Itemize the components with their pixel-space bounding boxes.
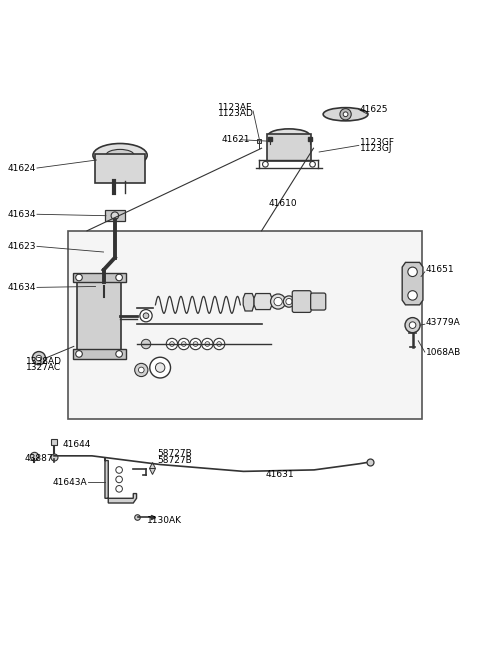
Ellipse shape bbox=[93, 143, 147, 167]
Circle shape bbox=[116, 466, 122, 474]
FancyBboxPatch shape bbox=[292, 291, 311, 312]
FancyBboxPatch shape bbox=[267, 134, 311, 161]
Circle shape bbox=[217, 342, 221, 346]
Circle shape bbox=[205, 342, 210, 346]
FancyBboxPatch shape bbox=[95, 281, 114, 291]
FancyBboxPatch shape bbox=[73, 272, 126, 282]
Circle shape bbox=[190, 339, 201, 350]
Circle shape bbox=[310, 161, 315, 167]
Circle shape bbox=[408, 291, 417, 300]
Circle shape bbox=[116, 350, 122, 357]
Text: 41651: 41651 bbox=[426, 265, 455, 274]
FancyBboxPatch shape bbox=[105, 210, 125, 221]
Text: 41644: 41644 bbox=[62, 440, 91, 449]
FancyBboxPatch shape bbox=[311, 293, 326, 310]
Circle shape bbox=[169, 342, 174, 346]
Text: 43779A: 43779A bbox=[426, 318, 460, 328]
Ellipse shape bbox=[323, 107, 368, 121]
Circle shape bbox=[111, 212, 119, 219]
Circle shape bbox=[76, 350, 82, 357]
Text: 41610: 41610 bbox=[269, 199, 297, 208]
Circle shape bbox=[409, 322, 416, 328]
Circle shape bbox=[116, 485, 122, 492]
Circle shape bbox=[405, 318, 420, 333]
Circle shape bbox=[178, 339, 190, 350]
FancyBboxPatch shape bbox=[95, 154, 145, 183]
Circle shape bbox=[340, 109, 351, 120]
Circle shape bbox=[140, 310, 152, 322]
Text: 1123GJ: 1123GJ bbox=[360, 143, 392, 153]
Text: 43887: 43887 bbox=[25, 454, 53, 463]
Circle shape bbox=[193, 342, 198, 346]
Ellipse shape bbox=[268, 129, 310, 142]
Circle shape bbox=[181, 342, 186, 346]
Circle shape bbox=[135, 364, 148, 377]
Circle shape bbox=[141, 339, 151, 348]
Polygon shape bbox=[243, 293, 254, 311]
Circle shape bbox=[101, 283, 108, 290]
Circle shape bbox=[202, 339, 213, 350]
Circle shape bbox=[32, 352, 46, 365]
Circle shape bbox=[36, 355, 42, 361]
Text: 1068AB: 1068AB bbox=[426, 348, 461, 356]
Circle shape bbox=[138, 367, 144, 373]
Text: 1123GF: 1123GF bbox=[360, 138, 395, 147]
Circle shape bbox=[286, 299, 292, 305]
Text: 1123AD: 1123AD bbox=[218, 109, 254, 119]
FancyBboxPatch shape bbox=[68, 231, 422, 419]
Text: 41624: 41624 bbox=[8, 164, 36, 172]
Circle shape bbox=[408, 267, 417, 276]
Text: 41621: 41621 bbox=[221, 135, 250, 144]
Polygon shape bbox=[105, 457, 137, 503]
Text: 1123AE: 1123AE bbox=[218, 103, 253, 112]
Text: 41643A: 41643A bbox=[52, 477, 87, 487]
Circle shape bbox=[274, 297, 282, 306]
Polygon shape bbox=[402, 263, 423, 305]
Circle shape bbox=[150, 357, 170, 378]
Text: 1130AK: 1130AK bbox=[147, 516, 182, 525]
Circle shape bbox=[156, 363, 165, 372]
Circle shape bbox=[76, 274, 82, 281]
Text: 1327AC: 1327AC bbox=[26, 363, 61, 372]
Ellipse shape bbox=[106, 149, 134, 161]
Circle shape bbox=[143, 313, 149, 318]
Text: 1338AD: 1338AD bbox=[26, 357, 62, 366]
Circle shape bbox=[283, 296, 295, 307]
Text: 58727B: 58727B bbox=[157, 456, 192, 464]
Circle shape bbox=[271, 294, 286, 309]
Circle shape bbox=[214, 339, 225, 350]
Circle shape bbox=[116, 476, 122, 483]
Text: 41634: 41634 bbox=[8, 283, 36, 292]
FancyBboxPatch shape bbox=[77, 278, 121, 354]
Text: 41625: 41625 bbox=[360, 105, 388, 114]
Circle shape bbox=[166, 339, 178, 350]
Text: 41623: 41623 bbox=[8, 242, 36, 251]
Circle shape bbox=[343, 112, 348, 117]
Text: 58727B: 58727B bbox=[157, 449, 192, 458]
Text: 41631: 41631 bbox=[265, 470, 294, 479]
Text: 41634: 41634 bbox=[8, 210, 36, 219]
FancyBboxPatch shape bbox=[73, 349, 126, 359]
Polygon shape bbox=[254, 293, 272, 310]
Circle shape bbox=[116, 274, 122, 281]
Circle shape bbox=[263, 161, 268, 167]
